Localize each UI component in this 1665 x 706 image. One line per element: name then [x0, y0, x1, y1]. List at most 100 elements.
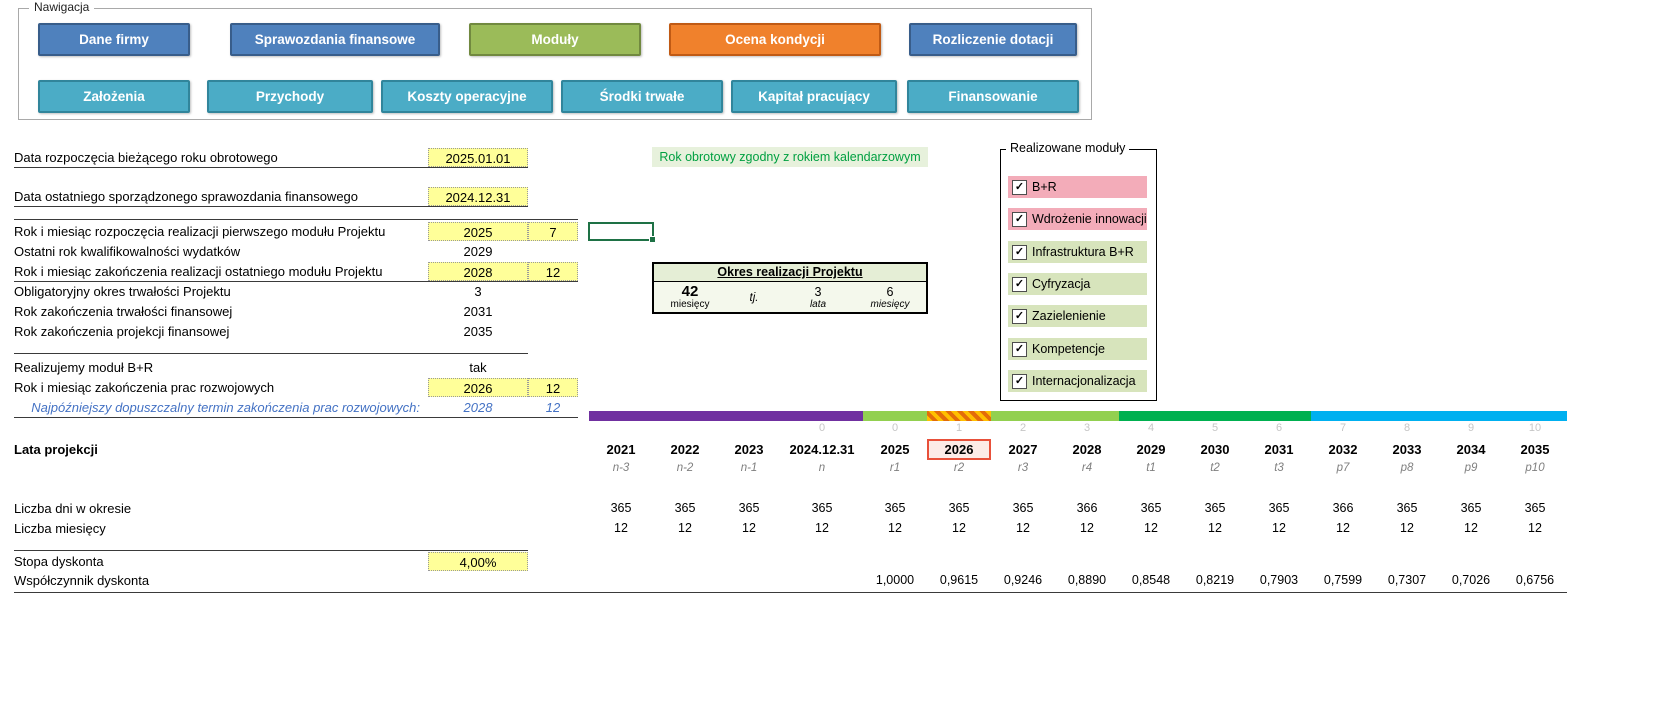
timeline-bar-segment-1 [863, 411, 927, 421]
assumption-value: tak [469, 360, 487, 375]
module-label: Cyfryzacja [1032, 277, 1091, 291]
months-cell: 12 [1080, 521, 1094, 535]
assumption-value[interactable]: 2025.01.01 [428, 148, 528, 167]
days-cell: 365 [1396, 501, 1418, 515]
module-checkbox-b-r[interactable]: ✓ [1012, 179, 1027, 195]
discount-factor-cell: 0,6756 [1515, 573, 1555, 587]
nav-button-srodki-trwale[interactable]: Środki trwałe [561, 80, 723, 113]
assumption-value[interactable]: 2028 [428, 262, 528, 281]
nav-button-rozliczenie-dotacji[interactable]: Rozliczenie dotacji [909, 23, 1077, 56]
discount-factor-cell: 0,7026 [1451, 573, 1491, 587]
year-cell-2032: 2032 [1328, 442, 1358, 457]
period-label-t2: t2 [1210, 462, 1220, 474]
fill-handle-icon[interactable] [649, 236, 656, 243]
assumption-value[interactable]: 2024.12.31 [428, 187, 528, 206]
year-cell-2021: 2021 [606, 442, 636, 457]
period-label-n-3: n-3 [612, 462, 630, 474]
months-cell: 12 [1464, 521, 1478, 535]
nav-button-koszty-operacyjne[interactable]: Koszty operacyjne [381, 80, 553, 113]
project-period-years: 3 lata [782, 282, 854, 313]
assumption-label: Rok i miesiąc zakończenia prac rozwojowy… [14, 380, 275, 395]
year-cell-2033: 2033 [1392, 442, 1422, 457]
nav-button-ocena-kondycji[interactable]: Ocena kondycji [669, 23, 881, 56]
assumption-label: Realizujemy moduł B+R [14, 360, 154, 375]
period-label-r3: r3 [1017, 462, 1029, 474]
module-checkbox-internacjonalizacja[interactable]: ✓ [1012, 373, 1027, 389]
days-cell: 366 [1332, 501, 1354, 515]
nav-button-przychody[interactable]: Przychody [207, 80, 373, 113]
assumption-value-2[interactable]: 7 [528, 222, 578, 241]
discount-factor-cell: 0,7307 [1387, 573, 1427, 587]
project-period-months: 42 miesięcy [654, 282, 726, 313]
year-cell-2030: 2030 [1200, 442, 1230, 457]
module-checkbox-zazielenienie[interactable]: ✓ [1012, 308, 1027, 324]
discount-factor-cell: 0,8548 [1131, 573, 1171, 587]
year-cell-2029: 2029 [1136, 442, 1166, 457]
year-cell-2022: 2022 [670, 442, 700, 457]
module-checkbox-kompetencje[interactable]: ✓ [1012, 341, 1027, 357]
assumption-value-2[interactable]: 12 [528, 378, 578, 397]
months-cell: 12 [815, 521, 829, 535]
year-index-cell: 0 [891, 422, 899, 434]
period-label-t1: t1 [1146, 462, 1156, 474]
divider-line [14, 417, 578, 418]
days-cell: 365 [674, 501, 696, 515]
days-cell: 365 [1204, 501, 1226, 515]
module-checkbox-infrastruktura-b-r[interactable]: ✓ [1012, 244, 1027, 260]
discount-rate-input[interactable]: 4,00% [428, 552, 528, 571]
nav-button-finansowanie[interactable]: Finansowanie [907, 80, 1079, 113]
assumption-value: 2028 [463, 400, 493, 415]
row-label-discount-factor: Współczynnik dyskonta [14, 573, 150, 588]
module-item-kompetencje: ✓ Kompetencje [1008, 338, 1147, 360]
nav-button-dane-firmy[interactable]: Dane firmy [38, 23, 190, 56]
period-label-p9: p9 [1464, 462, 1478, 474]
discount-factor-cell: 0,8890 [1067, 573, 1107, 587]
days-cell: 365 [884, 501, 906, 515]
period-label-p8: p8 [1400, 462, 1414, 474]
months-cell: 12 [1528, 521, 1542, 535]
divider-line [14, 281, 578, 282]
discount-factor-cell: 0,7903 [1259, 573, 1299, 587]
module-checkbox-wdrozenie-innowacji[interactable]: ✓ [1012, 211, 1027, 227]
year-cell-2028: 2028 [1072, 442, 1102, 457]
selected-cell[interactable] [588, 222, 656, 243]
module-item-internacjonalizacja: ✓ Internacjonalizacja [1008, 370, 1147, 392]
divider-line [14, 592, 1567, 593]
years-unit: lata [809, 298, 827, 310]
module-checkbox-cyfryzacja[interactable]: ✓ [1012, 276, 1027, 292]
days-cell: 365 [1140, 501, 1162, 515]
months-cell: 12 [1208, 521, 1222, 535]
divider-line [14, 167, 528, 168]
period-label-n-2: n-2 [676, 462, 694, 474]
rem-months-value: 6 [886, 285, 894, 299]
discount-factor-cell: 0,7599 [1323, 573, 1363, 587]
module-label: B+R [1032, 180, 1057, 194]
discount-factor-cell: 0,9615 [939, 573, 979, 587]
year-index-cell: 5 [1211, 422, 1219, 434]
days-cell: 365 [948, 501, 970, 515]
year-index-cell: 0 [818, 422, 826, 434]
year-cell-2025: 2025 [880, 442, 910, 457]
assumption-label: Najpóźniejszy dopuszczalny termin zakońc… [31, 400, 420, 415]
assumption-value[interactable]: 2026 [428, 378, 528, 397]
days-cell: 365 [1524, 501, 1546, 515]
module-label: Infrastruktura B+R [1032, 245, 1134, 259]
module-item-infrastruktura-b-r: ✓ Infrastruktura B+R [1008, 241, 1147, 263]
nav-button-moduly[interactable]: Moduły [469, 23, 641, 56]
days-cell: 366 [1076, 501, 1098, 515]
timeline-bar-segment-0 [589, 411, 863, 421]
period-label-p7: p7 [1336, 462, 1350, 474]
days-cell: 365 [738, 501, 760, 515]
assumption-value-2[interactable]: 12 [528, 262, 578, 281]
months-cell: 12 [1336, 521, 1350, 535]
nav-button-sprawozdania-finansowe[interactable]: Sprawozdania finansowe [230, 23, 440, 56]
nav-button-kapital-pracujacy[interactable]: Kapitał pracujący [731, 80, 897, 113]
assumption-label: Data rozpoczęcia bieżącego roku obrotowe… [14, 150, 278, 165]
period-label-r4: r4 [1081, 462, 1093, 474]
timeline-bar-segment-2 [927, 411, 991, 421]
module-label: Internacjonalizacja [1032, 374, 1136, 388]
nav-button-zalozenia[interactable]: Założenia [38, 80, 190, 113]
assumption-value[interactable]: 2025 [428, 222, 528, 241]
days-cell: 365 [1012, 501, 1034, 515]
months-cell: 12 [952, 521, 966, 535]
